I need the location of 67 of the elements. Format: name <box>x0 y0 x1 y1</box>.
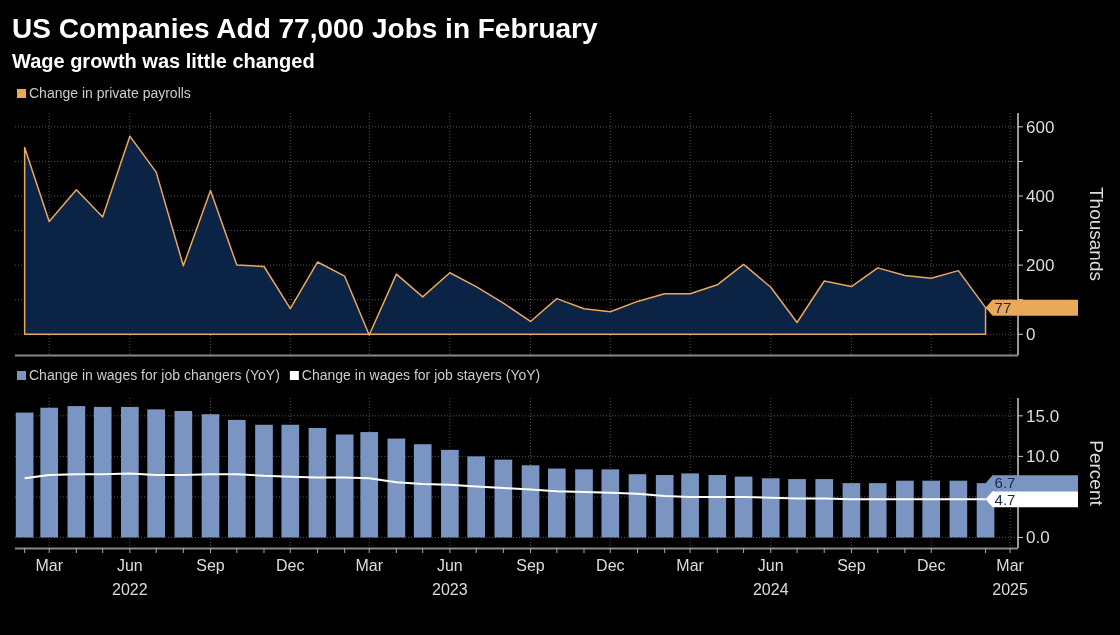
x-tick-label: Sep <box>516 557 545 574</box>
bar <box>147 409 165 538</box>
bar <box>547 468 566 538</box>
x-tick-label: Jun 2024 <box>752 557 789 598</box>
y-tick-label: 0.0 <box>1026 528 1050 548</box>
y-tick-label: 10.0 <box>1026 447 1060 467</box>
line-series <box>23 472 987 501</box>
legend-label: Change in wages for job stayers (YoY) <box>301 367 541 383</box>
y-axis-title: Thousands <box>1086 186 1107 282</box>
y-axis-title: Percent <box>1086 440 1107 507</box>
legend-label: Change in wages for job changers (YoY) <box>29 367 280 383</box>
x-tick-label: Sep <box>196 557 225 574</box>
bar <box>93 406 112 538</box>
bar <box>40 407 59 538</box>
bar <box>441 449 459 538</box>
bar <box>413 444 432 538</box>
text: Change in private payrolls <box>29 85 191 101</box>
bar <box>255 424 273 538</box>
bar <box>575 469 593 538</box>
bar <box>360 432 379 538</box>
data-label: 6.7 <box>994 474 1016 492</box>
bar <box>868 483 887 538</box>
bar <box>761 478 780 538</box>
bar <box>708 475 727 538</box>
bar <box>387 438 406 538</box>
chart-title: US Companies Add 77,000 Jobs in February <box>12 13 599 44</box>
bar <box>922 480 941 538</box>
bar <box>681 473 699 538</box>
bar <box>15 412 34 538</box>
data-label: 77 <box>994 298 1012 316</box>
bar <box>896 480 914 538</box>
x-tick-label: Dec <box>276 557 305 574</box>
x-tick-label: Sep <box>837 557 866 574</box>
bar <box>842 483 861 538</box>
data-label: 4.7 <box>994 490 1016 508</box>
y-tick-label: 400 <box>1026 186 1055 206</box>
x-tick-label: Dec <box>596 557 625 574</box>
y-tick-label: 0 <box>1026 325 1036 345</box>
bar <box>201 414 220 538</box>
bar <box>521 465 540 538</box>
bar <box>734 476 753 538</box>
x-tick-label: Jun 2023 <box>432 557 468 598</box>
bar <box>655 475 674 538</box>
bar <box>601 469 620 538</box>
y-tick-label: 600 <box>1026 117 1055 137</box>
bar <box>494 459 513 538</box>
bar <box>174 410 193 538</box>
bar <box>949 480 968 538</box>
bar <box>281 424 300 538</box>
x-tick-label: Mar <box>35 557 64 574</box>
bar <box>815 479 834 538</box>
bar <box>67 406 86 538</box>
bar <box>227 419 246 538</box>
bar <box>308 428 327 538</box>
bar <box>121 406 139 538</box>
x-tick-label: Mar <box>355 557 384 574</box>
x-tick-label: Jun 2022 <box>112 557 148 598</box>
bar <box>467 456 486 538</box>
x-tick-label: Dec <box>916 557 946 574</box>
chart-subtitle: Wage growth was little changed <box>12 50 315 72</box>
y-tick-label: 15.0 <box>1026 406 1060 426</box>
bar <box>628 474 647 538</box>
y-tick-label: 200 <box>1026 256 1055 276</box>
bar <box>788 479 806 538</box>
x-tick-label: Mar <box>676 557 705 574</box>
bar <box>335 434 354 538</box>
x-tick-label: Mar 2025 <box>992 557 1029 598</box>
